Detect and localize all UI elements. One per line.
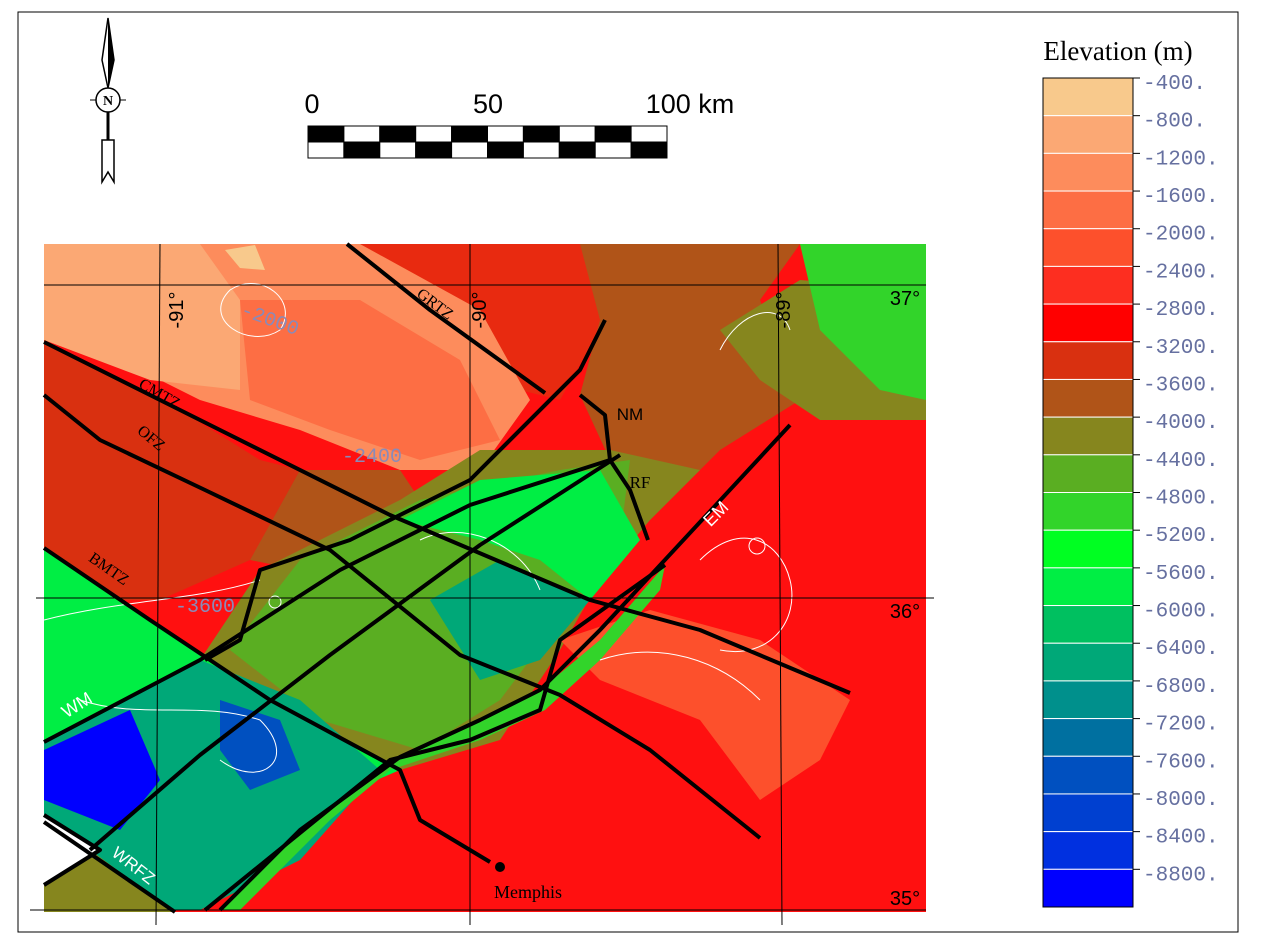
legend-swatch xyxy=(1042,190,1134,230)
scale-cell xyxy=(343,125,381,143)
legend-swatch xyxy=(1042,152,1134,192)
scale-cell xyxy=(594,125,632,143)
scale-cell xyxy=(630,125,668,143)
legend-label: -5200. xyxy=(1143,525,1219,548)
scale-label: 0 xyxy=(304,89,319,119)
longitude-label: -91° xyxy=(166,292,188,329)
scale-label: 100 km xyxy=(646,89,735,119)
scale-label: 50 xyxy=(473,89,503,119)
fault-label: RF xyxy=(630,473,651,492)
scale-bar: 0 50 100 km xyxy=(304,89,735,159)
legend-swatch xyxy=(1042,868,1134,908)
legend-swatch xyxy=(1042,265,1134,305)
legend-swatch xyxy=(1042,77,1134,117)
scale-cell xyxy=(379,125,417,143)
scale-cell xyxy=(415,125,453,143)
legend-label: -400. xyxy=(1143,73,1206,96)
scale-cell xyxy=(415,141,453,159)
legend-title: Elevation (m) xyxy=(1043,36,1192,66)
legend-label: -5600. xyxy=(1143,563,1219,586)
fault-label: NM xyxy=(617,405,643,424)
latitude-label: 37° xyxy=(890,288,920,310)
legend-swatch xyxy=(1042,831,1134,870)
legend-swatch xyxy=(1042,793,1134,833)
legend-label: -4000. xyxy=(1143,412,1219,435)
legend-label: -7600. xyxy=(1143,751,1219,774)
scale-cell xyxy=(522,125,560,143)
legend-swatch xyxy=(1042,454,1134,493)
legend-label: -6800. xyxy=(1143,676,1219,699)
graticule xyxy=(30,243,934,926)
legend-swatch xyxy=(1042,378,1134,418)
legend-swatch xyxy=(1042,642,1134,682)
legend-label: -6400. xyxy=(1143,638,1219,661)
legend-swatch xyxy=(1042,567,1134,607)
scale-cell xyxy=(594,141,632,159)
legend-swatch xyxy=(1042,492,1134,531)
scale-cell xyxy=(379,141,417,159)
legend-label: -6000. xyxy=(1143,601,1219,624)
elevation-map xyxy=(44,244,926,912)
scale-cell xyxy=(522,141,560,159)
legend-swatch xyxy=(1042,115,1134,154)
longitude-label: -89° xyxy=(773,292,795,329)
scale-cell xyxy=(558,125,596,143)
legend-swatch xyxy=(1042,680,1134,720)
legend-label: -4800. xyxy=(1143,488,1219,511)
longitude-label: -90° xyxy=(469,292,491,329)
scale-cell xyxy=(307,125,345,143)
legend-label: -8000. xyxy=(1143,789,1219,812)
contour-label: -2400 xyxy=(342,446,402,469)
legend-label: -7200. xyxy=(1143,714,1219,737)
scale-cell xyxy=(487,125,524,143)
legend-label: -3600. xyxy=(1143,374,1219,397)
legend-swatch xyxy=(1042,303,1134,343)
scale-cell xyxy=(630,141,668,159)
legend: Elevation (m) -400. -800. -1200. -1600. -200… xyxy=(1042,36,1219,908)
latitude-label: 36° xyxy=(890,601,920,623)
legend-swatch xyxy=(1042,755,1134,795)
scale-cell xyxy=(451,141,489,159)
scale-cell xyxy=(307,141,345,159)
legend-label: -3200. xyxy=(1143,337,1219,360)
legend-swatch xyxy=(1042,416,1134,456)
legend-label: -2400. xyxy=(1143,261,1219,284)
legend-label: -2000. xyxy=(1143,224,1219,247)
legend-swatch xyxy=(1042,529,1134,569)
contour-label: -3600 xyxy=(175,596,235,619)
faults xyxy=(42,242,851,914)
figure-border xyxy=(17,11,1239,933)
city-label: Memphis xyxy=(494,882,562,902)
legend-label: -1200. xyxy=(1143,148,1219,171)
north-label: N xyxy=(103,94,113,109)
legend-label: -2800. xyxy=(1143,299,1219,322)
legend-swatch xyxy=(1042,605,1134,644)
scale-cell xyxy=(558,141,596,159)
scale-cell xyxy=(451,125,489,143)
legend-label: -1600. xyxy=(1143,186,1219,209)
legend-swatch xyxy=(1042,341,1134,380)
scale-cell xyxy=(487,141,524,159)
legend-swatch xyxy=(1042,718,1134,757)
latitude-label: 35° xyxy=(890,888,920,910)
north-arrow: N xyxy=(90,17,126,185)
legend-label: -800. xyxy=(1143,111,1206,134)
legend-label: -4400. xyxy=(1143,450,1219,473)
scale-cell xyxy=(343,141,381,159)
legend-swatch xyxy=(1042,228,1134,267)
legend-label: -8400. xyxy=(1143,827,1219,850)
legend-frame xyxy=(1042,77,1134,908)
legend-label: -8800. xyxy=(1143,864,1219,887)
